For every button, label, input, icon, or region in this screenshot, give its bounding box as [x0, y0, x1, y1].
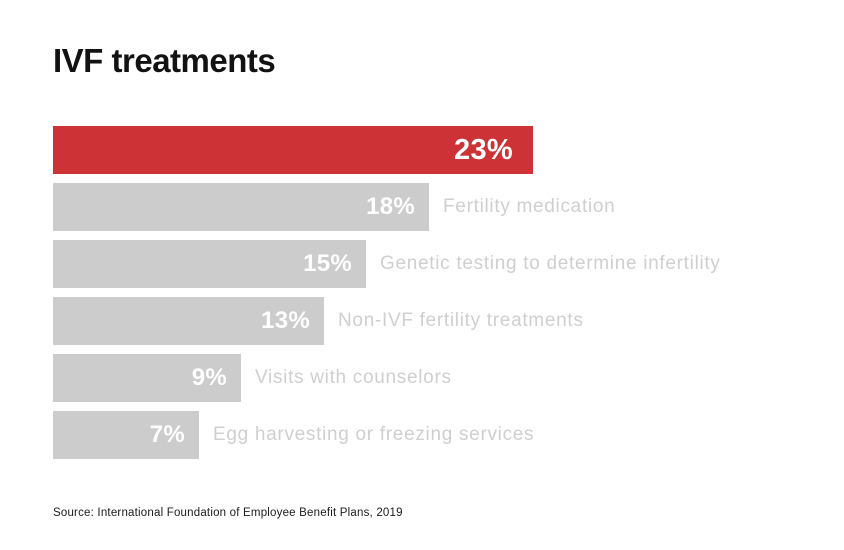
source-note: Source: International Foundation of Empl… [53, 507, 403, 519]
category-label: Genetic testing to determine infertility [380, 253, 721, 274]
bar: 13% [53, 297, 324, 345]
chart-title: IVF treatments [53, 42, 276, 79]
bar-row: 7% Egg harvesting or freezing services [53, 411, 844, 459]
category-label: Fertility medication [443, 196, 616, 217]
highlight-bar: 23% [53, 126, 533, 174]
bar-row: 9% Visits with counselors [53, 354, 844, 402]
category-label: Egg harvesting or freezing services [213, 424, 535, 445]
category-label: Non-IVF fertility treatments [338, 310, 584, 331]
bar: 15% [53, 240, 366, 288]
bar: 9% [53, 354, 241, 402]
bar-value-label: 15% [303, 250, 352, 277]
bar-chart: 23% 18% Fertility medication 15% Genetic tes… [53, 126, 844, 459]
bar-row: 15% Genetic testing to determine infertil… [53, 240, 844, 288]
bar: 7% [53, 411, 199, 459]
bar-row: 13% Non-IVF fertility treatments [53, 297, 844, 345]
bar-row: 23% [53, 126, 844, 174]
bar-value-label: 23% [454, 133, 513, 166]
bar-value-label: 9% [191, 364, 227, 391]
bar: 18% [53, 183, 429, 231]
bar-value-label: 7% [149, 421, 185, 448]
bar-value-label: 18% [366, 193, 415, 220]
category-label: Visits with counselors [255, 367, 452, 388]
bar-row: 18% Fertility medication [53, 183, 844, 231]
bar-value-label: 13% [261, 307, 310, 334]
